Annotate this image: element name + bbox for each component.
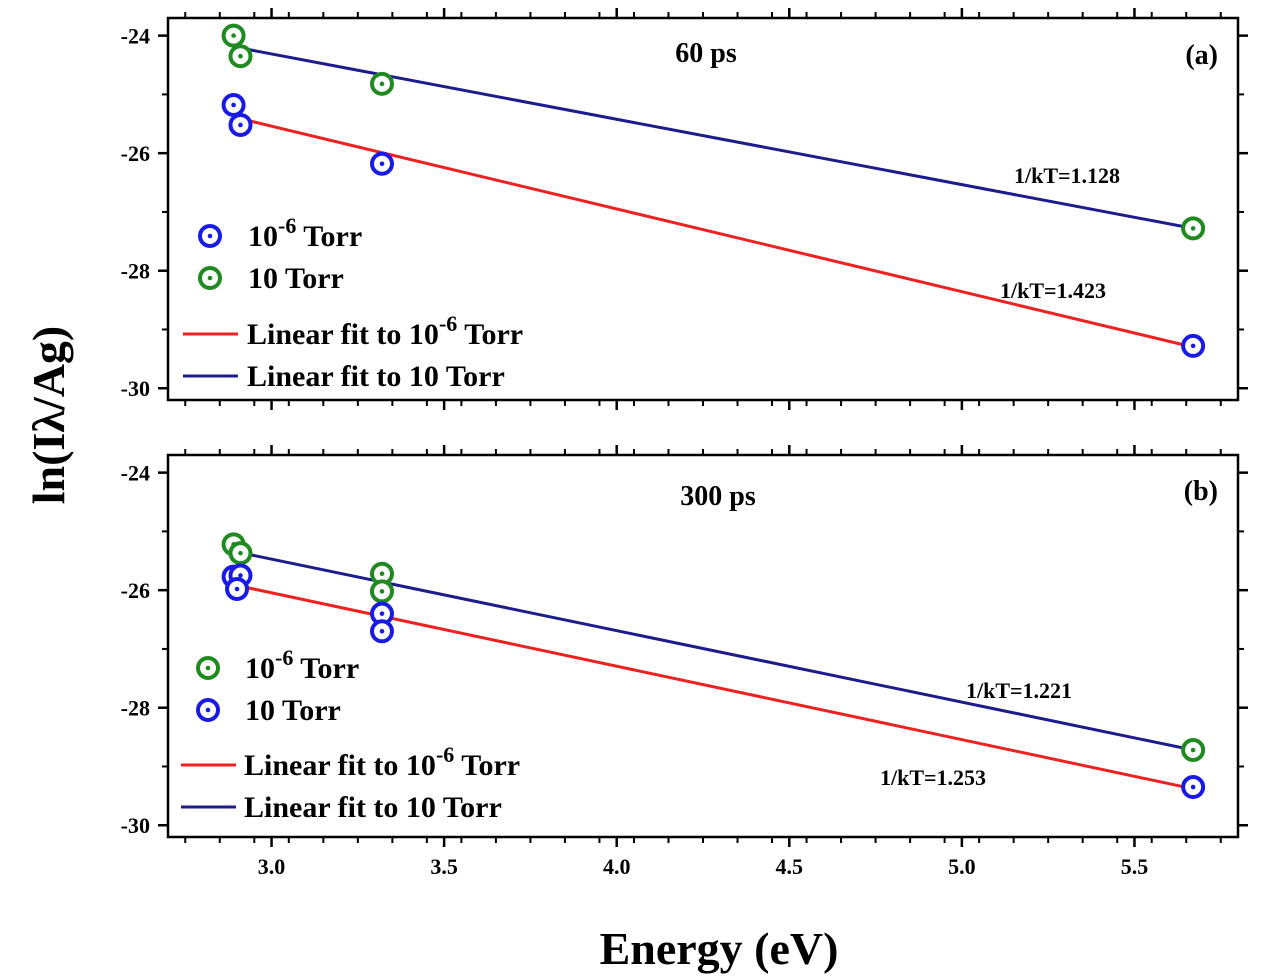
data-point: [225, 576, 250, 601]
legend-fit-exponent: -6: [439, 311, 457, 336]
fit-label: 1/kT=1.423: [1000, 278, 1106, 303]
data-point: [1181, 775, 1206, 800]
marker-dot: [205, 665, 211, 671]
y-tick-label: -24: [121, 461, 150, 486]
data-point: [370, 579, 394, 604]
legend-label: 10-6 Torr: [248, 213, 362, 253]
data-point: [370, 71, 394, 96]
marker-dot: [1190, 784, 1196, 790]
legend-fit-label: Linear fit to 10-6 Torr: [247, 311, 523, 351]
data-point: [221, 23, 246, 48]
y-tick-label: -24: [121, 24, 150, 49]
data-point: [228, 541, 253, 566]
marker-dot: [379, 161, 385, 167]
marker-dot: [1190, 747, 1196, 753]
legend-fit-pre: Linear fit to 10: [247, 318, 439, 351]
data-point: [370, 151, 394, 176]
marker-dot: [238, 53, 243, 59]
legend-base: 10 Torr: [245, 694, 341, 727]
marker-dot: [207, 275, 213, 281]
marker-dot: [379, 629, 385, 634]
legend-fit-label: Linear fit to 10 Torr: [244, 791, 502, 824]
panel-title: 300 ps: [680, 481, 756, 512]
legend-fit-pre: Linear fit to 10 Torr: [247, 360, 505, 393]
y-axis-title: ln(Iλ/Ag): [23, 326, 74, 505]
x-tick-label: 4.5: [776, 854, 804, 879]
marker-dot: [234, 586, 240, 592]
legend-suffix: Torr: [296, 220, 362, 253]
x-tick-label: 4.0: [603, 854, 631, 879]
data-point: [1181, 333, 1206, 358]
y-tick-label: -26: [121, 141, 150, 166]
legend-label: 10 Torr: [245, 694, 341, 727]
legend-fit-label: Linear fit to 10 Torr: [247, 360, 505, 393]
legend-fit-suffix: Torr: [457, 318, 523, 351]
data-point: [370, 619, 394, 644]
x-tick-label: 3.5: [430, 854, 458, 879]
y-tick-label: -30: [121, 813, 150, 838]
legend-fit-label: Linear fit to 10-6 Torr: [244, 742, 520, 782]
x-axis-title: Energy (eV): [600, 923, 839, 974]
legend-base: 10: [245, 652, 275, 685]
marker-dot: [231, 33, 236, 38]
legend-fit-exponent: -6: [436, 742, 454, 767]
marker-dot: [231, 102, 236, 108]
legend-marker: [198, 224, 222, 248]
legend-fit-pre: Linear fit to 10: [244, 749, 436, 782]
panels: -24 -26 -28 -30 60 ps (a) 1/kT=1.423 1/kT=1.128…: [121, 8, 1248, 879]
marker-dot: [238, 550, 243, 556]
panel-b: 3.0 3.5 4.0 4.5 5.0 5.5 -24 -26 -28 -30 300 ps (b) 1…: [121, 445, 1248, 879]
panel-title: 60 ps: [675, 38, 737, 69]
marker-dot: [379, 611, 385, 616]
x-tick-label: 5.0: [948, 854, 976, 879]
data-point: [228, 112, 253, 137]
x-tick-label: 5.5: [1121, 854, 1149, 879]
legend-exponent: -6: [275, 645, 293, 670]
legend-label: 10-6 Torr: [245, 645, 359, 685]
legend-marker: [196, 656, 220, 680]
y-tick-label: -26: [121, 578, 150, 603]
marker-dot: [1190, 343, 1196, 349]
marker-dot: [379, 571, 385, 577]
marker-dot: [238, 573, 243, 578]
panel-a: -24 -26 -28 -30 60 ps (a) 1/kT=1.423 1/kT=1.128…: [121, 8, 1248, 410]
legend-fit-suffix: Torr: [454, 749, 520, 782]
y-tick-label: -30: [121, 376, 150, 401]
panel-tag: (b): [1184, 476, 1218, 507]
data-point: [1181, 738, 1206, 763]
legend-marker: [198, 266, 222, 290]
fit-line: [236, 116, 1194, 349]
y-tick-label: -28: [121, 259, 150, 284]
fit-label: 1/kT=1.221: [966, 678, 1072, 703]
panel-tag: (a): [1185, 40, 1218, 71]
legend-base: 10 Torr: [248, 262, 344, 295]
fit-line: [236, 550, 1194, 752]
x-tick-label: 3.0: [258, 854, 286, 879]
marker-dot: [1190, 226, 1196, 231]
legend-label: 10 Torr: [248, 262, 344, 295]
legend-marker: [196, 698, 220, 722]
marker-dot: [207, 233, 213, 239]
data-point: [221, 92, 246, 117]
legend-fit-pre: Linear fit to 10 Torr: [244, 791, 502, 824]
data-point: [370, 601, 394, 626]
legend-exponent: -6: [278, 213, 296, 238]
marker-dot: [238, 122, 243, 128]
legend-suffix: Torr: [293, 652, 359, 685]
fit-label: 1/kT=1.253: [880, 765, 986, 790]
legend-base: 10: [248, 220, 278, 253]
fit-label: 1/kT=1.128: [1014, 163, 1120, 188]
data-point: [228, 44, 253, 69]
marker-dot: [379, 589, 385, 594]
marker-dot: [205, 707, 211, 713]
fit-line: [236, 584, 1194, 791]
data-point: [1181, 216, 1206, 241]
fit-line: [236, 45, 1194, 230]
marker-dot: [379, 81, 385, 87]
y-tick-label: -28: [121, 696, 150, 721]
